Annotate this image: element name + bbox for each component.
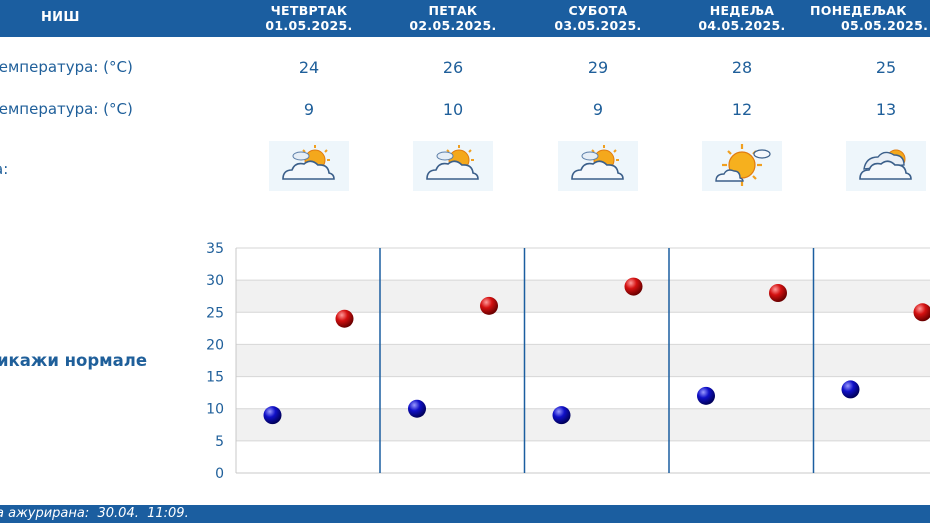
max-temp-value: 29 <box>587 58 609 77</box>
city-name: НИШ <box>41 10 80 25</box>
day-date: 03.05.2025. <box>554 18 642 33</box>
sun-behind-cloud-icon <box>558 141 638 191</box>
day-header-5: ПОНЕДЕЉАК 05.05.2025. <box>810 3 930 33</box>
sun-behind-cloud-icon <box>269 141 349 191</box>
day-name: ЧЕТВРТАК <box>270 3 348 18</box>
min-temp-marker <box>697 386 715 405</box>
day-date: 01.05.2025. <box>265 18 353 33</box>
day-date: 04.05.2025. <box>698 18 786 33</box>
max-temp-value: 25 <box>875 58 897 77</box>
day-name: ПОНЕДЕЉАК <box>810 3 907 18</box>
min-temp-value: 9 <box>592 100 604 119</box>
y-tick-label: 30 <box>206 273 224 289</box>
grid-band <box>236 344 930 377</box>
grid-band <box>236 280 930 313</box>
sun-small-cloud-icon <box>702 141 782 191</box>
grid-band <box>236 408 930 441</box>
min-temp-value: 9 <box>303 100 315 119</box>
y-tick-label: 20 <box>206 337 224 353</box>
grid-band <box>236 248 930 281</box>
day-name: НЕДЕЉА <box>709 3 775 18</box>
min-temp-marker <box>841 380 860 399</box>
y-tick-label: 5 <box>215 434 224 450</box>
max-temp-marker <box>913 303 930 322</box>
min-temp-label: температура: (°C) <box>0 100 133 118</box>
last-updated-text: а ажурирана: 30.04. 11:09. <box>0 506 189 521</box>
max-temp-value: 24 <box>298 58 320 77</box>
show-normals-link[interactable]: икажи нормале <box>0 351 148 370</box>
y-tick-label: 35 <box>206 241 224 257</box>
day-name: ПЕТАК <box>428 3 478 18</box>
day-header-4: НЕДЕЉА 04.05.2025. <box>682 3 802 33</box>
update-footer: а ажурирана: 30.04. 11:09. <box>0 505 930 523</box>
grid-band <box>236 440 930 473</box>
weather-label: а: <box>0 160 9 178</box>
max-temp-value: 28 <box>731 58 753 77</box>
max-temp-marker <box>769 284 787 302</box>
min-temp-value: 12 <box>731 100 753 119</box>
day-date: 02.05.2025. <box>409 18 497 33</box>
sun-behind-cloud-icon <box>413 141 493 191</box>
y-tick-label: 0 <box>215 466 224 482</box>
max-temp-marker <box>335 309 354 328</box>
day-name: СУБОТА <box>568 3 628 18</box>
max-temp-value: 26 <box>442 58 464 77</box>
day-date: 05.05.2025. <box>841 18 929 33</box>
max-temp-marker <box>624 277 643 296</box>
min-temp-marker <box>408 399 426 418</box>
temperature-chart: 0 5 10 15 20 25 30 35 <box>206 241 930 482</box>
cloud-with-sun-icon <box>846 141 926 191</box>
max-temp-label: температура: (°C) <box>0 58 133 76</box>
min-temp-marker <box>263 406 282 425</box>
day-header-2: ПЕТАК 02.05.2025. <box>393 3 513 33</box>
max-temp-marker <box>480 296 498 315</box>
day-header-3: СУБОТА 03.05.2025. <box>538 3 658 33</box>
min-temp-value: 13 <box>875 100 897 119</box>
day-header-1: ЧЕТВРТАК 01.05.2025. <box>249 3 369 33</box>
y-tick-label: 10 <box>206 402 224 418</box>
forecast-header: НИШ ЧЕТВРТАК 01.05.2025. ПЕТАК 02.05.202… <box>0 0 930 37</box>
min-temp-marker <box>552 406 571 425</box>
y-tick-label: 15 <box>206 370 224 386</box>
y-tick-label: 25 <box>206 305 224 321</box>
min-temp-value: 10 <box>442 100 464 119</box>
grid-band <box>236 376 930 409</box>
